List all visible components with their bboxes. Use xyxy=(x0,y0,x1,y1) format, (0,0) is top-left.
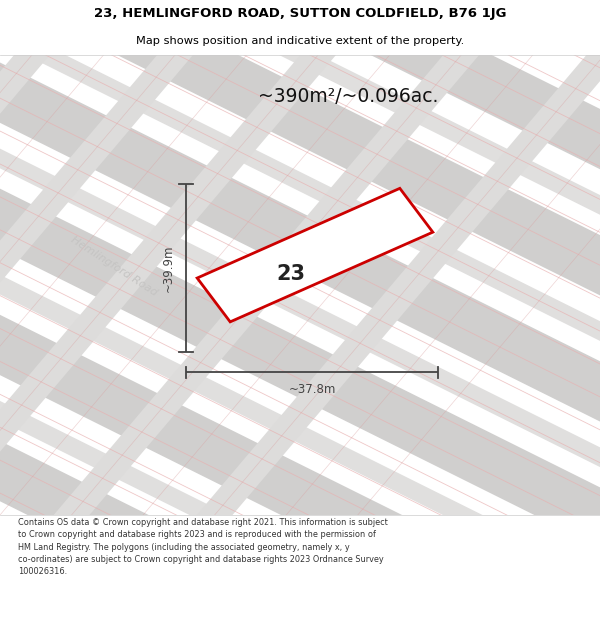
Text: Hemlingford Road: Hemlingford Road xyxy=(69,235,159,298)
Polygon shape xyxy=(0,148,600,625)
Polygon shape xyxy=(0,264,600,625)
Text: ~37.8m: ~37.8m xyxy=(289,382,335,396)
Polygon shape xyxy=(0,0,600,526)
Text: 23, HEMLINGFORD ROAD, SUTTON COLDFIELD, B76 1JG: 23, HEMLINGFORD ROAD, SUTTON COLDFIELD, … xyxy=(94,8,506,20)
Polygon shape xyxy=(0,87,600,625)
Text: 23: 23 xyxy=(277,264,305,284)
Polygon shape xyxy=(0,0,50,625)
Polygon shape xyxy=(0,176,600,625)
Text: ~390m²/~0.096ac.: ~390m²/~0.096ac. xyxy=(258,87,438,106)
Polygon shape xyxy=(197,188,433,322)
Polygon shape xyxy=(0,0,600,469)
Polygon shape xyxy=(0,0,151,625)
Polygon shape xyxy=(0,0,600,558)
Polygon shape xyxy=(0,0,251,625)
Text: Map shows position and indicative extent of the property.: Map shows position and indicative extent… xyxy=(136,36,464,46)
Polygon shape xyxy=(0,59,600,625)
Polygon shape xyxy=(0,0,600,438)
Polygon shape xyxy=(0,0,553,625)
Polygon shape xyxy=(0,236,600,625)
Polygon shape xyxy=(0,5,600,625)
Text: ~39.9m: ~39.9m xyxy=(162,244,175,291)
Text: Contains OS data © Crown copyright and database right 2021. This information is : Contains OS data © Crown copyright and d… xyxy=(18,518,388,576)
Polygon shape xyxy=(0,0,352,625)
Polygon shape xyxy=(0,0,452,625)
